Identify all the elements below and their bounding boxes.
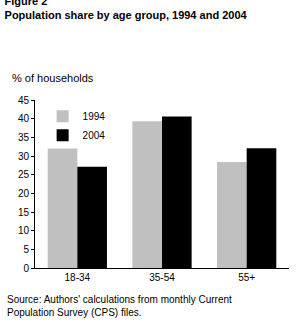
svg-text:1994: 1994: [83, 111, 106, 122]
svg-text:35: 35: [18, 132, 30, 143]
svg-text:Figure 2Population share by ag: Figure 2Population share by age group, 1…: [5, 0, 248, 21]
svg-text:25: 25: [18, 169, 30, 180]
svg-text:10: 10: [18, 225, 30, 236]
svg-text:35-54: 35-54: [149, 272, 175, 283]
svg-text:55+: 55+: [238, 272, 255, 283]
svg-text:15: 15: [18, 207, 30, 218]
svg-text:Source: Authors' calculations: Source: Authors' calculations from month…: [7, 294, 232, 318]
svg-text:0: 0: [23, 263, 29, 274]
svg-text:20: 20: [18, 188, 30, 199]
svg-text:5: 5: [23, 244, 29, 255]
svg-text:18-34: 18-34: [65, 272, 91, 283]
svg-text:40: 40: [18, 113, 30, 124]
svg-text:45: 45: [18, 95, 30, 106]
svg-text:30: 30: [18, 151, 30, 162]
svg-text:2004: 2004: [83, 130, 106, 141]
svg-text:% of households: % of households: [12, 72, 94, 84]
